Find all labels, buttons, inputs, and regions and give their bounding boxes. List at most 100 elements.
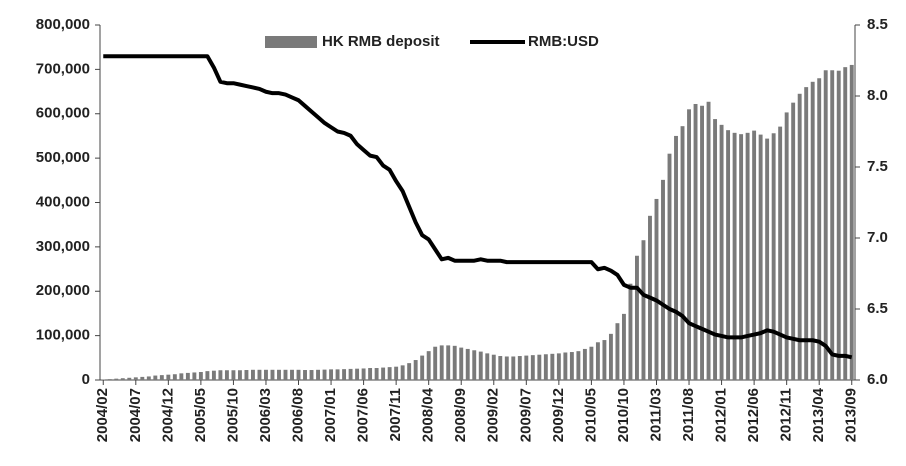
- bar: [478, 351, 483, 380]
- bar: [322, 369, 327, 380]
- x-tick-label: 2012/01: [713, 388, 730, 442]
- bar: [511, 356, 516, 380]
- bar: [465, 348, 470, 380]
- bar: [595, 342, 600, 380]
- bar: [348, 368, 353, 380]
- x-tick-label: 2010/10: [615, 388, 632, 442]
- bar: [687, 109, 691, 380]
- bar: [244, 370, 249, 380]
- bar: [752, 130, 757, 380]
- legend-swatch: [265, 36, 317, 48]
- bar: [426, 351, 431, 380]
- bar: [810, 81, 815, 381]
- line: [103, 54, 853, 360]
- bar: [836, 70, 841, 381]
- bar: [765, 138, 770, 380]
- bar: [797, 93, 802, 380]
- bar: [407, 363, 412, 380]
- bar: [342, 369, 347, 380]
- x-tick-label: 2013/04: [810, 387, 827, 442]
- x-tick-label: 2010/05: [582, 388, 599, 442]
- bar: [745, 132, 750, 380]
- x-tick-label: 2011/03: [647, 388, 664, 441]
- bar: [732, 132, 737, 380]
- x-tick-label: 2012/06: [745, 388, 762, 442]
- bar: [674, 135, 678, 380]
- bar: [237, 370, 242, 380]
- bar: [713, 119, 718, 380]
- bar: [472, 350, 477, 380]
- bar: [114, 378, 119, 380]
- bar: [185, 372, 190, 380]
- bar: [726, 130, 731, 380]
- x-tick-label: 2005/05: [192, 388, 209, 442]
- bar: [257, 369, 262, 380]
- bar: [400, 365, 405, 380]
- x-tick-label: 2013/09: [843, 388, 860, 442]
- bar: [153, 375, 158, 380]
- y-tick-label: 500,000: [36, 149, 90, 166]
- x-tick-label: 2006/08: [289, 388, 306, 442]
- x-tick-label: 2011/08: [680, 388, 697, 441]
- bar: [446, 345, 451, 380]
- bar: [198, 372, 203, 380]
- y-tick-label: 200,000: [36, 282, 90, 299]
- y2-tick-label: 6.5: [867, 300, 888, 317]
- bar: [654, 198, 659, 380]
- bar: [146, 376, 151, 380]
- bar: [719, 124, 724, 380]
- bar: [381, 367, 386, 380]
- y-tick-label: 100,000: [36, 327, 90, 344]
- bar: [270, 369, 275, 380]
- bar: [264, 369, 268, 380]
- y2-tick-label: 8.0: [867, 87, 888, 104]
- x-tick-label: 2012/11: [778, 388, 795, 441]
- bar: [700, 105, 704, 380]
- y-tick-label: 700,000: [36, 60, 90, 77]
- x-tick-label: 2007/01: [322, 388, 339, 442]
- bar: [251, 369, 255, 380]
- y-tick-label: 400,000: [36, 193, 90, 210]
- x-tick-label: 2007/06: [355, 388, 372, 442]
- x-tick-label: 2009/12: [550, 388, 567, 442]
- bar: [290, 369, 294, 380]
- bar: [680, 126, 685, 380]
- x-tick-label: 2009/07: [517, 388, 534, 442]
- bar: [621, 313, 626, 380]
- bar: [530, 355, 535, 380]
- bar: [459, 347, 464, 380]
- legend-label: HK RMB deposit: [322, 33, 440, 50]
- y2-tick-label: 6.0: [867, 371, 888, 388]
- x-tick-label: 2004/02: [94, 388, 111, 442]
- bar: [491, 354, 496, 380]
- bar: [661, 179, 665, 380]
- bar: [231, 370, 236, 380]
- bar: [602, 340, 607, 380]
- bar: [504, 356, 509, 380]
- bar: [817, 78, 822, 380]
- bar: [706, 101, 711, 381]
- bar: [179, 373, 184, 380]
- bar: [192, 372, 197, 380]
- bar: [355, 368, 360, 380]
- bar: [159, 375, 164, 380]
- bar: [739, 134, 744, 380]
- bar: [166, 374, 171, 380]
- bar: [303, 370, 307, 380]
- bar: [569, 352, 574, 380]
- x-tick-label: 2004/12: [159, 388, 176, 442]
- bar: [771, 133, 776, 380]
- bar: [556, 353, 561, 380]
- bar: [309, 370, 314, 380]
- bar: [641, 240, 646, 380]
- bar: [524, 355, 529, 380]
- bar: [329, 369, 334, 380]
- bar: [608, 333, 613, 380]
- bar: [628, 283, 633, 380]
- x-tick-label: 2006/03: [257, 388, 274, 442]
- bar: [413, 360, 418, 380]
- x-tick-label: 2008/09: [452, 388, 469, 442]
- x-tick-label: 2008/04: [420, 387, 437, 442]
- bar: [296, 369, 301, 380]
- bar: [420, 355, 425, 380]
